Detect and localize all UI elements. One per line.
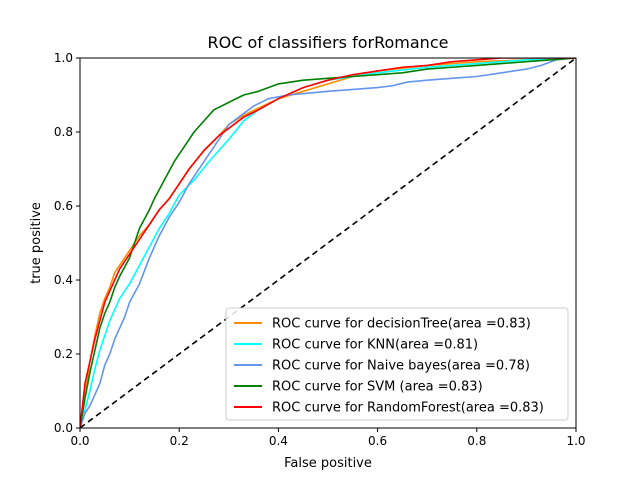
y-axis: 0.0 0.2 0.4 0.6 0.8 1.0 (54, 51, 80, 435)
x-tick-label: 1.0 (566, 434, 585, 448)
x-axis: 0.0 0.2 0.4 0.6 0.8 1.0 (70, 428, 586, 448)
legend-label: ROC curve for Naive bayes(area =0.78) (272, 359, 530, 374)
legend-label: ROC curve for RandomForest(area =0.83) (272, 401, 544, 416)
y-tick-label: 0.0 (54, 421, 73, 435)
y-tick-label: 0.4 (54, 273, 73, 287)
reference-diagonal-line (80, 58, 576, 428)
x-tick-label: 0.6 (368, 434, 387, 448)
y-tick-label: 0.8 (54, 125, 73, 139)
x-axis-label: False positive (284, 456, 372, 471)
curves-layer (80, 58, 576, 428)
series-line-3 (80, 58, 576, 428)
legend-label: ROC curve for KNN(area =0.81) (272, 338, 478, 353)
legend: ROC curve for decisionTree(area =0.83) RO… (225, 307, 569, 421)
y-tick-label: 0.6 (54, 199, 73, 213)
legend-label: ROC curve for SVM (area =0.83) (272, 380, 483, 395)
x-tick-label: 0.8 (467, 434, 486, 448)
y-axis-label: true positive (29, 202, 44, 284)
x-tick-label: 0.4 (269, 434, 288, 448)
x-tick-label: 0.2 (170, 434, 189, 448)
legend-label: ROC curve for decisionTree(area =0.83) (272, 317, 531, 332)
x-tick-label: 0.0 (70, 434, 89, 448)
series-line-4 (80, 58, 576, 428)
legend-box (225, 307, 569, 421)
chart-title: ROC of classifiers forRomance (208, 33, 449, 52)
y-tick-label: 1.0 (54, 51, 73, 65)
plot-frame (79, 57, 577, 429)
y-tick-label: 0.2 (54, 347, 73, 361)
